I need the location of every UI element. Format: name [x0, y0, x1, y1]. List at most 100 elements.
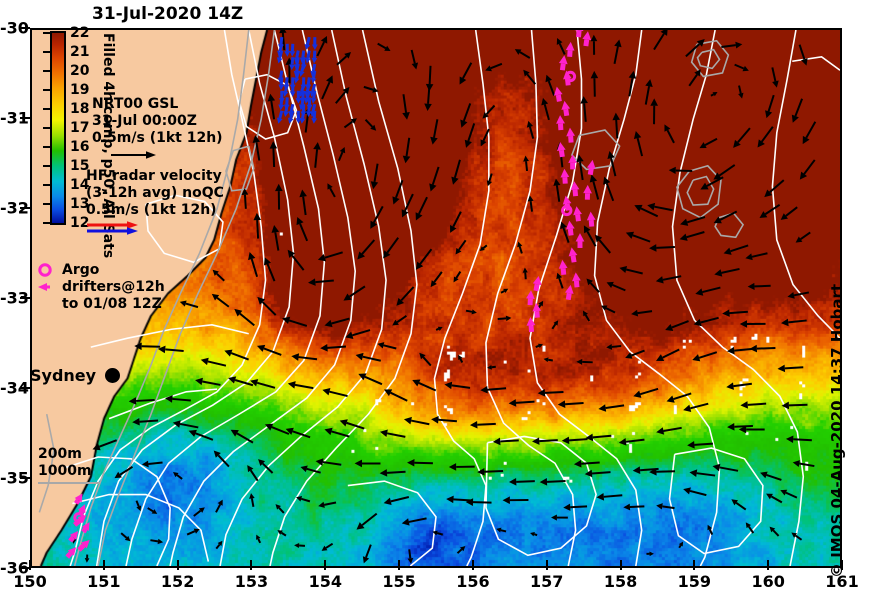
current-vector-arrow [425, 65, 434, 92]
y-tick-mark [20, 297, 30, 299]
current-vector-arrow [634, 204, 659, 218]
current-vector-arrow [526, 120, 535, 139]
current-vector-arrow [279, 30, 287, 51]
current-vector-arrow [738, 425, 765, 434]
current-vector-arrow [450, 211, 462, 233]
current-vector-arrow [500, 288, 509, 294]
current-vector-arrow [299, 189, 307, 216]
colorbar-tick-label: 12 [70, 215, 90, 231]
current-vector-arrow [410, 49, 419, 70]
current-vector-arrow [647, 202, 673, 212]
current-vector-arrow [583, 225, 597, 247]
current-vector-arrow [448, 463, 475, 471]
current-vector-arrow [250, 379, 276, 389]
current-vector-arrow [492, 437, 519, 446]
current-vector-arrow [200, 357, 227, 367]
current-vector-arrow [683, 487, 707, 497]
current-vector-arrow [680, 216, 706, 226]
current-vector-arrow [84, 554, 90, 563]
current-vector-arrow [327, 183, 336, 198]
drifter-track-arrow [553, 86, 563, 102]
current-vector-arrow [792, 460, 815, 468]
hf-radar-vector-arrow [283, 103, 289, 118]
current-vector-arrow [618, 438, 645, 446]
current-vector-arrow [402, 94, 410, 120]
current-vector-arrow [665, 320, 689, 331]
legend-nrt-gsl: NRT00 GSL 31-Jul 00:00Z 0.5m/s (1kt 12h) [92, 96, 223, 160]
current-vector-arrow [295, 496, 311, 503]
vector-overlay [38, 30, 840, 566]
current-vector-arrow [135, 500, 142, 512]
colorbar-tick-label: 16 [70, 139, 90, 155]
current-vector-arrow [606, 344, 622, 350]
current-vector-arrow [785, 435, 812, 444]
current-vector-arrow [392, 179, 404, 205]
colorbar-tick-label: 18 [70, 101, 90, 117]
current-vector-arrow [402, 137, 411, 164]
current-vector-arrow [759, 203, 781, 218]
current-vector-arrow [407, 458, 433, 467]
current-vector-arrow [798, 44, 808, 66]
current-vector-arrow [253, 212, 262, 239]
current-vector-arrow [497, 315, 512, 322]
current-vector-arrow [459, 62, 473, 85]
drifter-track-arrow [532, 302, 542, 318]
bathymetry-contour-line [690, 39, 730, 78]
x-tick-mark [619, 560, 622, 570]
current-vector-arrow [586, 278, 600, 293]
current-vector-arrow [607, 150, 617, 177]
current-vector-arrow [655, 275, 682, 284]
drifter-track-arrow [582, 31, 592, 47]
ssh-contour-line [529, 30, 643, 566]
current-vector-arrow [316, 35, 328, 57]
current-vector-arrow [460, 103, 472, 128]
ssh-contour-line [668, 447, 764, 555]
drifter-track-arrow [556, 115, 565, 131]
current-vector-arrow [315, 458, 342, 466]
current-vector-arrow [165, 395, 191, 403]
colorbar-tick-label: 20 [70, 63, 90, 79]
bathymetry-contour-line [686, 175, 715, 206]
drifter-track-arrow [526, 317, 536, 333]
y-tick-mark [20, 117, 30, 119]
drifter-arrow-icon [38, 283, 50, 291]
current-vector-arrow [370, 205, 384, 229]
current-vector-arrow [668, 166, 693, 175]
hf-radar-vector-arrow [304, 36, 311, 51]
ssh-contour-line [771, 30, 840, 339]
colorbar-gradient-box [50, 31, 66, 225]
y-tick-mark [20, 477, 30, 479]
x-tick-label: 153 [234, 572, 269, 591]
colorbar-tick-label: 15 [70, 158, 90, 174]
map-plot-area[interactable] [30, 28, 842, 568]
drifter-track-arrow [81, 522, 90, 534]
current-vector-arrow [576, 154, 584, 181]
current-vector-arrow [336, 52, 352, 66]
current-vector-arrow [274, 183, 283, 210]
current-vector-arrow [613, 39, 622, 65]
current-vector-arrow [649, 468, 676, 476]
current-vector-arrow [335, 86, 350, 104]
current-vector-arrow [731, 499, 747, 511]
y-tick-label: -32 [0, 198, 29, 218]
current-vector-arrow [455, 239, 467, 255]
ssh-contour-line [433, 30, 490, 566]
current-vector-arrow [213, 450, 230, 468]
x-tick-label: 155 [382, 572, 416, 591]
current-vector-arrow [300, 465, 321, 474]
colorbar-gradient [52, 33, 64, 223]
legend-nrt-line2: 31-Jul 00:00Z [92, 113, 197, 129]
bathy-200m-label: 200m [38, 446, 82, 462]
bathymetry-contour-line [714, 212, 745, 239]
current-vector-arrow [188, 429, 214, 441]
current-vector-arrow [649, 244, 675, 252]
current-vector-arrow [560, 221, 570, 243]
argo-float-marker [561, 204, 573, 217]
current-vector-arrow [234, 308, 255, 327]
current-vector-arrow [379, 469, 406, 477]
current-vector-arrow [551, 320, 559, 330]
city-label-sydney: Sydney [30, 366, 97, 385]
current-vector-arrow [355, 352, 381, 362]
current-vector-arrow [173, 472, 183, 480]
